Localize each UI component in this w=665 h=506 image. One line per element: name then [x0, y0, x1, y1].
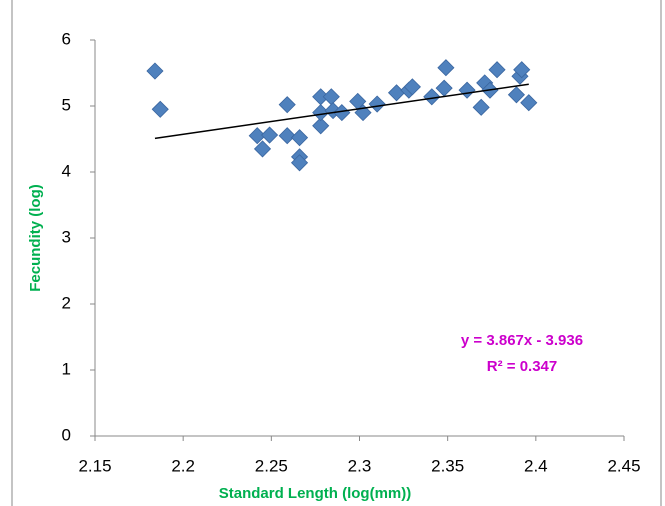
data-point	[312, 104, 330, 122]
data-point	[322, 88, 340, 106]
x-tick-label: 2.35	[431, 456, 464, 475]
data-point	[437, 59, 455, 77]
data-point	[278, 96, 296, 114]
x-axis-title: Standard Length (log(mm))	[219, 485, 411, 502]
data-point	[368, 95, 386, 113]
r-squared-label: R² = 0.347	[487, 358, 557, 375]
data-point	[146, 62, 164, 80]
data-point	[458, 81, 476, 99]
x-tick-label: 2.3	[348, 456, 372, 475]
y-tick-label: 6	[62, 29, 71, 48]
data-point	[253, 140, 272, 158]
y-tick-label: 4	[62, 161, 71, 180]
data-point	[472, 98, 490, 116]
x-tick-label: 2.4	[524, 456, 548, 475]
data-point	[278, 127, 296, 145]
y-tick-label: 2	[62, 293, 71, 312]
data-point	[312, 117, 330, 135]
data-point	[403, 78, 421, 96]
x-tick-label: 2.2	[171, 456, 195, 475]
y-tick-label: 1	[62, 359, 71, 378]
trendline	[154, 83, 529, 140]
data-point	[423, 88, 441, 106]
data-point	[435, 79, 453, 97]
y-tick-label: 5	[62, 95, 71, 114]
data-point	[520, 94, 538, 112]
x-tick-label: 2.45	[607, 456, 640, 475]
equation-label: y = 3.867x - 3.936	[461, 332, 583, 349]
y-tick-label: 3	[62, 227, 71, 246]
data-point	[290, 129, 309, 147]
data-point	[151, 100, 169, 118]
data-point	[248, 127, 266, 145]
data-point	[488, 61, 506, 79]
data-point	[387, 84, 406, 102]
data-point	[507, 86, 526, 104]
data-point	[513, 61, 531, 79]
data-point	[261, 126, 279, 144]
data-point	[290, 154, 309, 172]
y-tick-label: 0	[62, 425, 71, 444]
x-tick-label: 2.15	[78, 456, 111, 475]
x-tick-label: 2.25	[255, 456, 288, 475]
y-axis-title: Fecundity (log)	[27, 184, 44, 292]
